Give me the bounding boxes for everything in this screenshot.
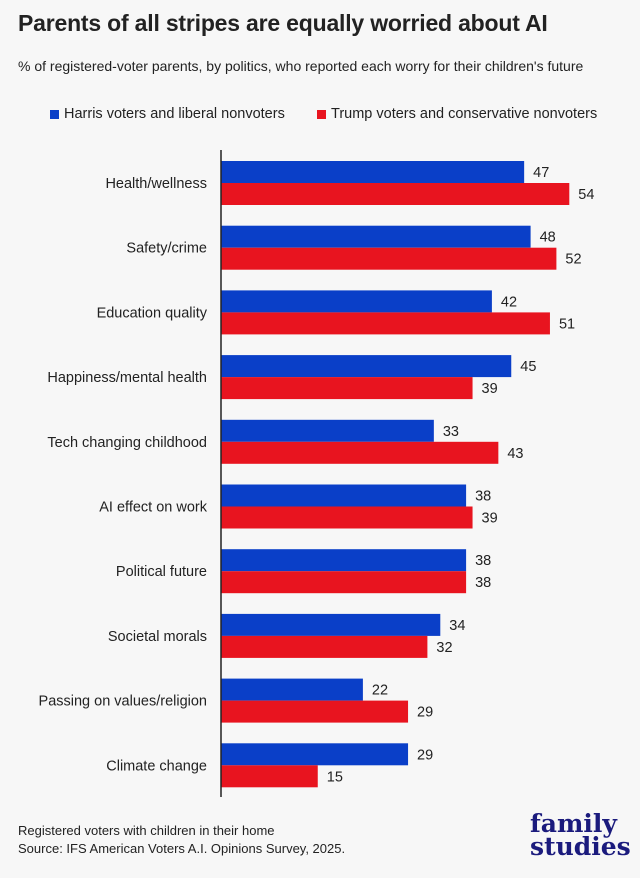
category-label: Climate change: [106, 758, 207, 774]
bar-harris: [221, 419, 434, 442]
category-label: Safety/crime: [126, 241, 207, 257]
source-line: Source: IFS American Voters A.I. Opinion…: [18, 841, 346, 856]
bar-trump: [221, 183, 570, 205]
bar-harris: [221, 484, 467, 507]
category-label: Political future: [116, 564, 207, 580]
bar-trump: [221, 506, 473, 529]
logo-word: family: [530, 809, 617, 838]
bar-trump: [221, 247, 557, 270]
legend-item-trump: Trump voters and conservative nonvoters: [317, 106, 597, 122]
bar-trump: [221, 635, 428, 658]
category-label: Happiness/mental health: [47, 370, 207, 386]
data-label: 54: [578, 187, 594, 203]
bar-trump: [221, 571, 467, 594]
bar-harris: [221, 549, 467, 572]
data-label: 48: [540, 230, 556, 246]
data-label: 29: [417, 705, 433, 721]
data-label: 47: [533, 165, 549, 181]
bar-harris: [221, 743, 409, 766]
bar-trump: [221, 377, 473, 400]
bar-trump: [221, 441, 499, 464]
logo-word: studies: [530, 832, 631, 861]
data-label: 42: [501, 294, 517, 310]
category-label: Passing on values/religion: [39, 694, 207, 710]
data-label: 43: [507, 446, 523, 462]
legend-swatch-harris: [50, 109, 59, 119]
data-label: 45: [520, 359, 536, 375]
legend-swatch-trump: [317, 109, 326, 119]
category-label: Education quality: [97, 305, 208, 321]
data-label: 39: [482, 511, 498, 527]
bar-harris: [221, 225, 531, 248]
bar-harris: [221, 161, 525, 183]
chart-title: Parents of all stripes are equally worri…: [18, 10, 548, 36]
family-studies-logo: family studies: [530, 809, 631, 861]
category-label: Health/wellness: [105, 176, 207, 192]
chart-subtitle: % of registered-voter parents, by politi…: [18, 58, 584, 74]
data-label: 39: [482, 381, 498, 397]
source-note: Registered voters with children in their…: [18, 822, 345, 858]
category-label: Tech changing childhood: [47, 435, 207, 451]
data-label: 34: [449, 618, 465, 634]
data-label: 38: [475, 553, 491, 569]
data-label: 52: [565, 252, 581, 268]
bar-trump: [221, 700, 409, 723]
bar-harris: [221, 290, 492, 313]
note-line: Registered voters with children in their…: [18, 823, 275, 838]
bar-harris: [221, 355, 512, 378]
category-label: Societal morals: [108, 629, 207, 645]
category-label: AI effect on work: [99, 500, 207, 516]
data-label: 38: [475, 489, 491, 505]
data-label: 15: [327, 769, 343, 785]
legend-item-harris: Harris voters and liberal nonvoters: [50, 106, 285, 122]
data-label: 51: [559, 316, 575, 332]
data-label: 32: [436, 640, 452, 656]
data-label: 29: [417, 747, 433, 763]
legend-label-harris: Harris voters and liberal nonvoters: [64, 106, 285, 122]
data-label: 38: [475, 575, 491, 591]
data-label: 33: [443, 424, 459, 440]
bar-harris: [221, 678, 363, 701]
bar-harris: [221, 613, 441, 636]
bar-trump: [221, 765, 318, 788]
data-label: 22: [372, 683, 388, 699]
legend-label-trump: Trump voters and conservative nonvoters: [331, 106, 598, 122]
bar-trump: [221, 312, 550, 335]
